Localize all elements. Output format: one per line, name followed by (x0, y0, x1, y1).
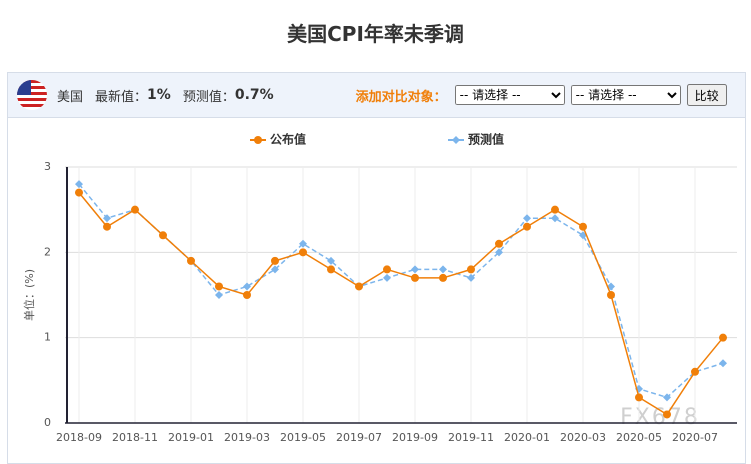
point (579, 222, 587, 231)
x-tick-label: 2019-03 (224, 431, 270, 444)
point (607, 291, 615, 299)
point (383, 265, 391, 274)
point (243, 282, 251, 291)
point (523, 214, 531, 223)
y-tick-label: 0 (44, 416, 51, 429)
point (691, 367, 699, 376)
point (719, 333, 727, 342)
point (243, 291, 251, 299)
point (467, 273, 475, 282)
point (215, 291, 223, 299)
point (271, 265, 279, 274)
point (495, 239, 503, 248)
country: 美国 (57, 89, 84, 105)
x-tick-label: 2018-09 (56, 431, 102, 444)
x-tick-label: 2020-01 (504, 431, 550, 444)
point (551, 205, 559, 214)
legend-label: 预测值 (468, 132, 504, 147)
legend-label: 公布值 (270, 132, 306, 147)
compare-label: 添加对比对象： (355, 89, 447, 105)
point (635, 393, 643, 402)
point (411, 265, 419, 274)
info-bar: 美国 最新值： 1% 预测值： 0.7% 添加对比对象： -- 请选择 -- -… (8, 73, 745, 118)
point (327, 265, 335, 274)
point (523, 222, 531, 231)
point (159, 231, 167, 240)
chart-title: 美国CPI年率未季调 (287, 22, 464, 46)
x-tick-label: 2019-11 (448, 431, 494, 444)
point (551, 214, 559, 223)
latest-label: 最新值： (95, 89, 148, 105)
x-tick-label: 2020-07 (672, 431, 718, 444)
point (355, 282, 363, 291)
page: 美国CPI年率未季调 美国 最新值： 1% 预测值： 0.7% 添加对比对象： … (7, 22, 746, 464)
point (299, 239, 307, 248)
y-tick-label: 1 (44, 331, 51, 344)
point (299, 248, 307, 257)
x-tick-label: 2020-03 (560, 431, 606, 444)
forecast-label: 预测值： (182, 89, 235, 105)
chart: 单位：(%) FX678 0 1 2 3 2018-09 2018-11 2019-01 20… (22, 132, 737, 444)
point (467, 265, 475, 274)
x-tick-label: 2019-05 (280, 431, 326, 444)
flag (17, 80, 47, 110)
x-tick-label: 2019-09 (392, 431, 438, 444)
point (187, 256, 195, 265)
point (719, 359, 727, 368)
watermark: FX678 (620, 405, 700, 430)
compare-select[interactable]: -- 请选择 -- (454, 85, 565, 105)
point (411, 273, 419, 282)
point (383, 273, 391, 282)
x-tick-label: 2019-07 (336, 431, 382, 444)
point (271, 256, 279, 265)
point (663, 410, 671, 419)
point (103, 214, 111, 223)
point (327, 256, 335, 265)
y-tick-label: 3 (44, 160, 51, 173)
x-tick-label: 2018-11 (112, 431, 158, 444)
point (103, 222, 111, 231)
point (215, 282, 223, 291)
x-tick-label: 2020-05 (616, 431, 662, 444)
point (439, 273, 447, 282)
compare-button[interactable]: 比较 (686, 84, 727, 106)
point (439, 265, 447, 274)
point (75, 180, 83, 189)
forecast-value: 0.7% (234, 87, 274, 103)
x-tick-label: 2019-01 (168, 431, 214, 444)
y-axis-label: 单位：(%) (22, 269, 36, 321)
point (75, 188, 83, 197)
series-line (78, 192, 724, 416)
y-tick-label: 2 (44, 245, 51, 258)
point (495, 248, 503, 257)
point (131, 205, 139, 214)
panel: 美国 最新值： 1% 预测值： 0.7% 添加对比对象： -- 请选择 -- -… (7, 72, 746, 464)
legend-marker (452, 136, 460, 144)
compare-select[interactable]: -- 请选择 -- (570, 85, 681, 105)
point (663, 393, 671, 402)
series-line (78, 183, 724, 399)
latest-value: 1% (147, 87, 171, 103)
legend-marker (254, 136, 262, 144)
